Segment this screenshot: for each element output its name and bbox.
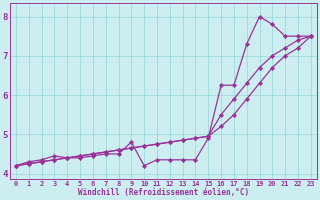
- X-axis label: Windchill (Refroidissement éolien,°C): Windchill (Refroidissement éolien,°C): [78, 188, 249, 197]
